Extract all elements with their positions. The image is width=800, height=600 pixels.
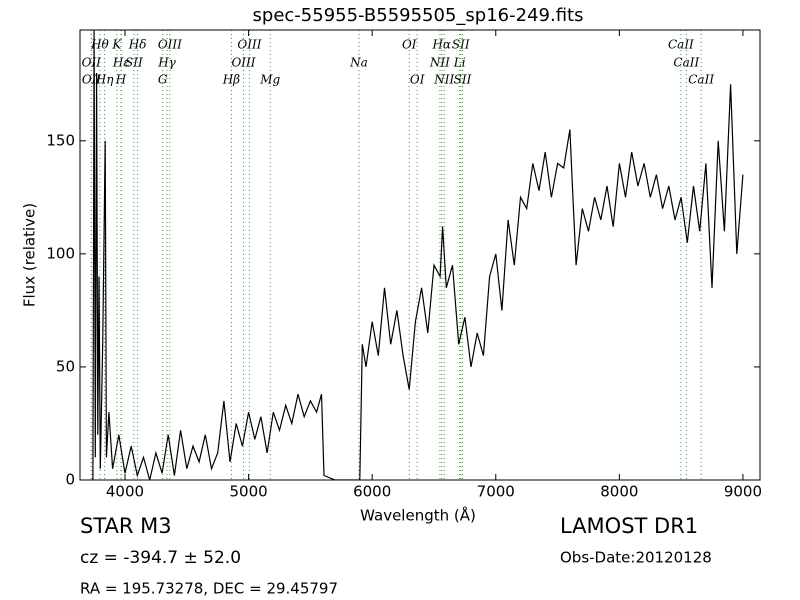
line-label: H [115,73,127,87]
line-label: Hβ [222,73,240,87]
object-label: STAR M3 [80,514,172,538]
line-label: Li [453,56,466,70]
line-label: K [111,38,122,52]
x-tick-label: 7000 [477,483,515,501]
line-label: SII [125,56,143,70]
coords-label: RA = 195.73278, DEC = 29.45797 [80,580,338,598]
chart-title: spec-55955-B5595505_sp16-249.fits [253,5,584,26]
line-label: G [158,73,168,87]
line-label: OI [410,73,425,87]
x-tick-label: 5000 [229,483,267,501]
line-label: Hη [95,73,114,87]
line-label: Hθ [90,38,109,52]
x-axis-label: Wavelength (Å) [360,506,476,525]
y-tick-label: 100 [46,244,75,262]
redshift-label: cz = -394.7 ± 52.0 [80,548,241,568]
line-label: OIII [231,56,255,70]
spectrum-line [92,30,744,480]
line-label: OIII [158,38,182,52]
x-tick-label: 4000 [106,483,144,501]
line-label: SII [452,38,470,52]
line-label: Hδ [128,38,147,52]
line-label: NII [429,56,450,70]
line-label: SII [454,73,472,87]
y-tick-label: 50 [56,357,75,375]
line-label: Na [349,56,368,70]
line-label: Hγ [157,56,176,70]
plot-frame [79,29,761,481]
y-tick-label: 150 [46,131,75,149]
x-tick-label: 6000 [353,483,391,501]
line-label: NII [433,73,454,87]
line-label: CaII [688,73,714,87]
line-label: CaII [668,38,694,52]
y-tick-label: 0 [65,471,75,489]
line-label: OI [402,38,417,52]
date-label: Obs-Date:20120128 [560,549,712,567]
line-label: OIII [237,38,261,52]
line-label: Mg [259,73,280,87]
x-tick-label: 9000 [724,483,762,501]
line-label: Hα [431,38,451,52]
x-tick-label: 8000 [600,483,638,501]
y-axis-label: Flux (relative) [21,203,39,307]
survey-label: LAMOST DR1 [560,514,698,538]
line-label: CaII [673,56,699,70]
